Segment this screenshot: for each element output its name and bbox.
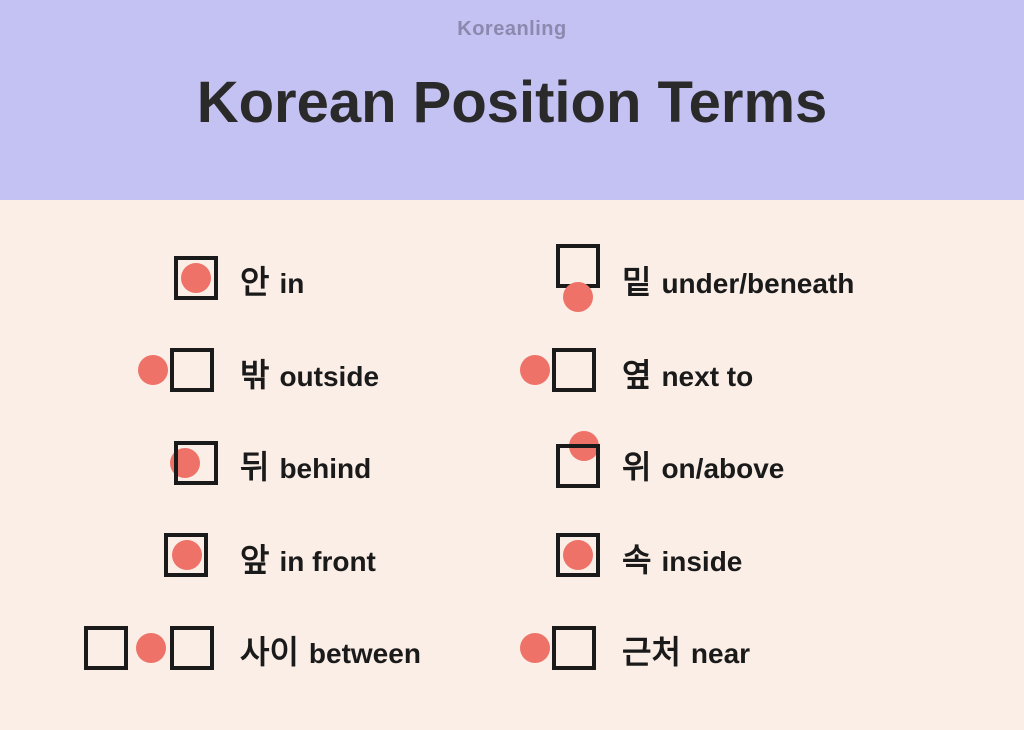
korean-text: 옆 [622, 350, 651, 396]
term-label: 뒤 behind [240, 442, 371, 488]
term-row-inside2: 속 inside [512, 523, 984, 593]
position-icon [512, 531, 602, 584]
position-icon [512, 624, 602, 677]
korean-text: 안 [240, 257, 269, 303]
term-row-in: 안 in [40, 245, 512, 315]
term-label: 근처 near [622, 627, 750, 673]
korean-text: 근처 [622, 627, 681, 673]
position-icon [40, 531, 220, 584]
page-title: Korean Position Terms [0, 69, 1024, 136]
right-column: 밑 under/beneath 옆 next to 위 on/above 속 inside 근처… [512, 245, 984, 685]
english-text: on/above [661, 453, 784, 485]
header: Koreanling Korean Position Terms [0, 0, 1024, 200]
korean-text: 뒤 [240, 442, 269, 488]
position-icon [40, 439, 220, 492]
left-column: 안 in 밖 outside 뒤 behind 앞 in front 사이 between [40, 245, 512, 685]
term-label: 속 inside [622, 535, 742, 581]
above-icon [554, 429, 602, 501]
term-label: 안 in [240, 257, 304, 303]
english-text: inside [661, 546, 742, 578]
term-row-next-to: 옆 next to [512, 338, 984, 408]
term-row-under: 밑 under/beneath [512, 245, 984, 315]
korean-text: 위 [622, 442, 651, 488]
in-icon [172, 254, 220, 307]
position-icon [512, 346, 602, 399]
inside2-icon [554, 531, 602, 584]
term-label: 옆 next to [622, 350, 753, 396]
korean-text: 속 [622, 535, 651, 581]
brand-label: Koreanling [0, 18, 1024, 41]
content-area: 안 in 밖 outside 뒤 behind 앞 in front 사이 between 밑 un… [0, 200, 1024, 730]
term-row-near: 근처 near [512, 615, 984, 685]
english-text: behind [279, 453, 371, 485]
term-row-behind: 뒤 behind [40, 430, 512, 500]
term-label: 위 on/above [622, 442, 784, 488]
term-row-between: 사이 between [40, 615, 512, 685]
behind-icon [166, 439, 220, 492]
near-icon [518, 624, 602, 677]
english-text: in front [279, 546, 375, 578]
term-label: 사이 between [240, 627, 421, 673]
position-icon [512, 242, 602, 318]
english-text: next to [661, 361, 753, 393]
english-text: in [279, 268, 304, 300]
in-front-icon [162, 531, 220, 584]
english-text: near [691, 638, 750, 670]
position-icon [40, 254, 220, 307]
english-text: outside [279, 361, 379, 393]
korean-text: 밖 [240, 350, 269, 396]
outside-icon [136, 346, 220, 399]
term-label: 앞 in front [240, 535, 376, 581]
term-row-above: 위 on/above [512, 430, 984, 500]
english-text: between [309, 638, 421, 670]
korean-text: 사이 [240, 627, 299, 673]
next-to-icon [518, 346, 602, 399]
position-icon [40, 346, 220, 399]
korean-text: 밑 [622, 257, 651, 303]
between-icon [82, 624, 220, 677]
position-icon [40, 624, 220, 677]
term-row-outside: 밖 outside [40, 338, 512, 408]
korean-text: 앞 [240, 535, 269, 581]
position-icon [512, 429, 602, 501]
under-icon [554, 242, 602, 318]
term-row-in-front: 앞 in front [40, 523, 512, 593]
term-label: 밖 outside [240, 350, 379, 396]
term-label: 밑 under/beneath [622, 257, 854, 303]
english-text: under/beneath [661, 268, 854, 300]
